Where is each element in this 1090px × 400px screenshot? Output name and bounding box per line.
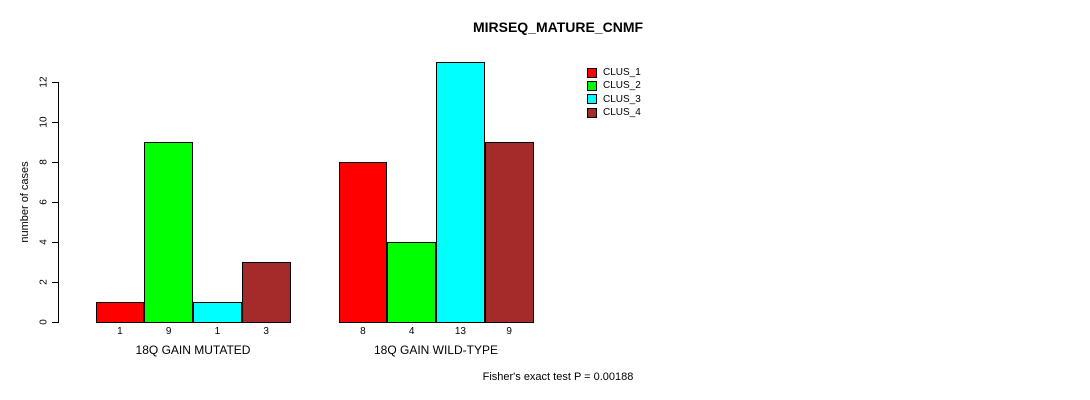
bar-value-label: 1 xyxy=(117,326,123,337)
y-tick-label: 10 xyxy=(38,116,50,128)
legend-swatch-icon xyxy=(587,107,597,118)
bar-value-label: 3 xyxy=(263,326,269,337)
legend-row-clus_2: CLUS_2 xyxy=(587,79,641,92)
y-tick-mark xyxy=(52,322,59,323)
legend-row-clus_1: CLUS_1 xyxy=(587,66,641,79)
group-label-wild-type: 18Q GAIN WILD-TYPE xyxy=(373,343,499,357)
legend-label: CLUS_4 xyxy=(603,107,641,119)
y-tick-mark xyxy=(52,122,59,123)
y-tick-label: 0 xyxy=(38,319,50,325)
y-tick-label: 6 xyxy=(38,199,50,205)
bar-value-label: 9 xyxy=(165,326,172,337)
y-tick-mark xyxy=(52,202,59,203)
bar-value-label: 9 xyxy=(506,326,512,337)
bar-clus_2-group2 xyxy=(387,242,436,323)
bar-clus_3-group2 xyxy=(436,62,485,323)
y-tick-mark xyxy=(52,162,59,163)
legend-row-clus_3: CLUS_3 xyxy=(587,93,641,106)
bar-clus_4-group2 xyxy=(484,142,534,323)
bar-value-label: 4 xyxy=(408,326,415,337)
bar-value-label: 8 xyxy=(360,326,366,337)
bar-clus_4-group1 xyxy=(241,262,291,323)
legend-label: CLUS_1 xyxy=(603,67,641,79)
y-tick-mark xyxy=(52,282,59,283)
bar-clus_3-group1 xyxy=(193,302,242,323)
fisher-test-annotation: Fisher's exact test P = 0.00188 xyxy=(482,371,634,383)
bar-value-label: 1 xyxy=(214,326,221,337)
legend-swatch-icon xyxy=(587,80,597,91)
bar-clus_2-group1 xyxy=(144,142,193,323)
legend-label: CLUS_3 xyxy=(603,93,641,105)
y-tick-mark xyxy=(52,82,59,83)
group-label-mutated: 18Q GAIN MUTATED xyxy=(135,343,251,357)
bar-clus_1-group2 xyxy=(338,162,388,323)
y-axis-title: number of cases xyxy=(19,161,31,243)
chart-title: MIRSEQ_MATURE_CNMF xyxy=(472,19,644,35)
legend-swatch-icon xyxy=(587,94,597,105)
y-tick-label: 4 xyxy=(38,239,50,245)
legend-row-clus_4: CLUS_4 xyxy=(587,106,641,119)
y-tick-label: 8 xyxy=(38,159,50,165)
legend-swatch-icon xyxy=(587,67,597,78)
legend-label: CLUS_2 xyxy=(603,80,641,92)
y-tick-label: 2 xyxy=(38,279,50,285)
bar-clus_1-group1 xyxy=(95,302,145,323)
legend: CLUS_1 CLUS_2 CLUS_3 CLUS_4 xyxy=(587,66,641,119)
y-tick-mark xyxy=(52,242,59,243)
y-tick-label: 12 xyxy=(38,76,50,88)
bar-value-label: 13 xyxy=(454,326,466,337)
